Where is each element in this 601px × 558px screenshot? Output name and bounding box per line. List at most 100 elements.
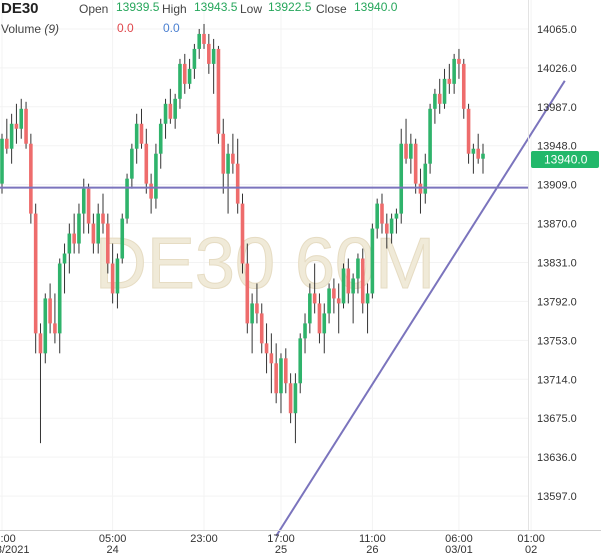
candle-body [120,218,125,259]
candle-body [437,93,442,104]
candle-body [288,383,293,414]
candle-body [38,333,43,354]
candle-body [173,98,177,119]
candle-body [365,293,370,304]
y-tick-label: 13675.0 [537,413,577,425]
candle-body [192,48,197,69]
candle-body [202,33,206,44]
open-value: 13939.5 [116,0,160,14]
candle-body [33,213,38,334]
y-tick-label: 13792.0 [537,296,577,308]
y-tick-label: 13870.0 [537,219,577,231]
y-axis: 13597.0 13636.0 13675.0 13714.0 13753.0 13792… [528,0,577,530]
x-tick-label: 01:00 [517,533,545,545]
candle-body [62,253,67,264]
candle-body [322,313,327,334]
candle-body [240,203,245,264]
candle-body [130,148,134,179]
candle-body [279,358,283,394]
x-tick-date-label: 26 [366,544,378,556]
candle-body [481,153,485,159]
candle-body [197,33,202,49]
candle-body [336,298,341,304]
candle-body [250,303,254,324]
candle-body [125,178,129,219]
open-label: Open [79,2,109,16]
candle-body [96,213,100,244]
candle-body [452,58,456,84]
candle-body [394,213,399,219]
candle-body [471,148,476,154]
candle-body [327,288,331,314]
candle-body [360,258,365,304]
candle-body [178,63,182,99]
candle-body [457,58,461,64]
close-label: Close [316,2,347,16]
candle-body [476,148,480,159]
drawn-lines [0,80,566,537]
candle-body [134,123,139,149]
low-label: Low [240,2,263,16]
candle-body [53,323,57,334]
candle-body [274,363,278,394]
candle-body [19,108,24,129]
candle-body [187,68,192,84]
candle-body [144,143,149,184]
candle-body [221,133,226,174]
y-tick-label: 14065.0 [537,24,577,36]
candle-body [332,288,336,299]
low-value: 13922.5 [268,0,312,14]
candle-body [351,278,355,294]
candle-body [115,258,120,294]
candle-body [48,298,52,324]
last-price-label: 13940.0 [544,153,588,167]
candle-body [57,263,62,334]
x-tick-label: 02:00 [0,533,16,545]
candle-body [298,338,303,384]
candle-body [216,48,221,134]
x-tick-date-label: 25 [275,544,287,556]
volume-value-up: 0.0 [117,21,134,35]
y-tick-label: 13948.0 [537,141,577,153]
symbol-name[interactable]: DE30 [1,0,39,17]
y-tick-label: 14026.0 [537,63,577,75]
candle-body [9,123,14,149]
candle-body [399,143,404,214]
x-tick-label: 23:00 [190,533,218,545]
candle-body [5,138,9,149]
candle-body [67,233,72,254]
candle-body [389,218,394,234]
x-tick-date-label: 24 [107,544,119,556]
close-value: 13940.0 [354,0,398,14]
candle-body [312,293,317,304]
candle-body [149,183,153,199]
candle-body [341,268,346,304]
candle-body [231,153,235,164]
y-tick-label: 13753.0 [537,335,577,347]
candle-body [461,63,466,109]
y-tick-label: 13714.0 [537,374,577,386]
candle-body [211,48,216,64]
candle-body [110,263,115,294]
candles [0,23,485,444]
y-tick-label: 13597.0 [537,491,577,503]
trend-line[interactable] [275,80,566,537]
candle-body [86,188,91,224]
candle-body [81,188,86,214]
y-tick-label: 13909.0 [537,180,577,192]
candle-body [0,138,4,184]
candle-body [433,93,437,109]
candle-body [77,213,81,244]
x-tick-label: 05:00 [99,533,127,545]
candle-body [293,383,298,414]
candle-body [264,343,269,354]
candle-body [14,123,19,129]
candle-body [442,78,447,104]
x-tick-label: 11:00 [359,533,386,545]
candle-body [308,293,312,324]
high-label: High [162,2,187,16]
candle-body [168,103,173,119]
ohlc-header: DE30 Open 13939.5 High 13943.5 Low 13922… [0,0,601,40]
